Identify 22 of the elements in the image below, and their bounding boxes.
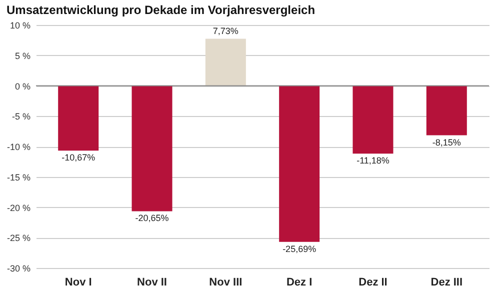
x-tick-label: Dez III [430,276,463,288]
x-tick-label: Dez II [358,276,388,288]
y-tick-label: -5 % [12,112,30,122]
y-tick-label: 5 % [14,50,30,61]
data-label: -20,65% [135,213,169,224]
x-tick-label: Dez I [286,276,312,288]
data-label: -11,18% [356,156,390,166]
y-tick-label: -15 % [6,172,30,182]
y-tick-label: -10 % [6,142,30,152]
x-tick-label: Nov II [137,276,167,288]
y-tick-label: -25 % [6,233,30,244]
data-label: -8,15% [432,137,461,148]
y-tick-label: -20 % [6,202,30,213]
x-tick-label: Nov III [209,276,242,288]
data-label: -10,67% [62,152,96,163]
y-tick-label: -30 % [6,264,30,274]
data-label: 7,73% [212,26,238,36]
x-tick-label: Nov I [64,276,92,288]
chart-title: Umsatzentwicklung pro Dekade im Vorjahresvergleich [6,3,316,17]
y-tick-label: 10 % [10,20,30,30]
data-label: -25,69% [282,244,316,254]
y-tick-label: 0 % [14,81,30,92]
